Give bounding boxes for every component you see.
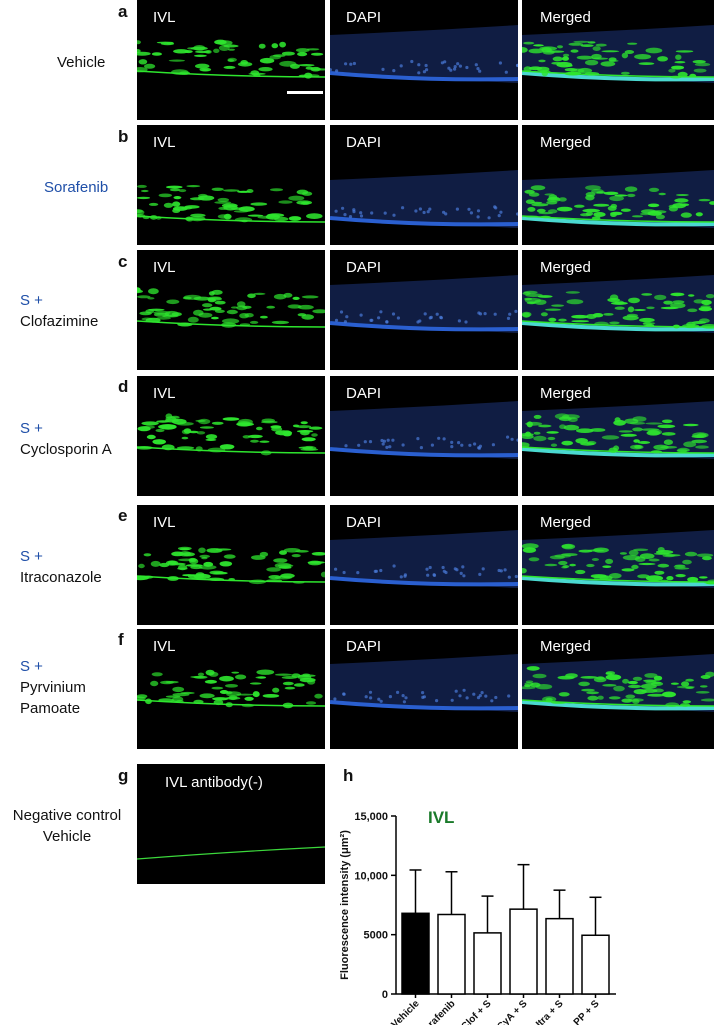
row-label-vehicle-text: Vehicle xyxy=(57,54,106,71)
row-label-sorafenib: Sorafenib xyxy=(44,177,108,198)
scale-bar xyxy=(287,91,323,94)
panel-letter-h: h xyxy=(343,766,354,785)
row-label-s-plus: S + xyxy=(20,658,43,675)
y-tick-label: 10,000 xyxy=(354,870,388,882)
tile-label-ivl: IVL xyxy=(153,385,176,402)
chart-inset-title: IVL xyxy=(428,808,454,827)
panel-letter-e: e xyxy=(118,506,128,525)
tile-label-dapi: DAPI xyxy=(346,134,382,151)
bar-3 xyxy=(509,908,538,995)
micrograph-d-merged: Merged xyxy=(522,376,714,496)
negative-control-membrane xyxy=(137,846,325,860)
bar-1 xyxy=(437,913,466,995)
row-label-s-plus: S + xyxy=(20,548,43,565)
micrograph-d-ivl: IVL xyxy=(137,376,325,496)
tile-label-merged: Merged xyxy=(540,385,591,402)
row-label-drug: Clofazimine xyxy=(20,313,99,330)
micrograph-f-merged: Merged xyxy=(522,629,714,749)
row-label-sorafenib-text: Sorafenib xyxy=(44,179,109,196)
tile-label-merged: Merged xyxy=(540,514,591,531)
row-label-drug: Cyclosporin A xyxy=(20,441,112,458)
tile-label-merged: Merged xyxy=(540,9,591,26)
bar-0 xyxy=(401,912,430,995)
tile-label-merged: Merged xyxy=(540,134,591,151)
micrograph-f-dapi: DAPI xyxy=(330,629,518,749)
tile-label-ivl: IVL xyxy=(153,514,176,531)
x-tick-label: Sorafenib xyxy=(417,998,457,1025)
x-tick-label: Itra + S xyxy=(534,998,566,1025)
tile-label-ivl: IVL xyxy=(153,134,176,151)
tile-label-ivl: IVL xyxy=(153,259,176,276)
row-label-drug: Pyrvinium xyxy=(20,679,86,696)
micrograph-c-merged: Merged xyxy=(522,250,714,370)
y-axis-label: Fluorescence intensity (μm²) xyxy=(339,830,351,980)
tile-label-merged: Merged xyxy=(540,638,591,655)
tile-label-dapi: DAPI xyxy=(346,259,382,276)
bar-4 xyxy=(545,917,574,995)
panel-letter-a: a xyxy=(118,2,128,21)
micrograph-a-merged: Merged xyxy=(522,0,714,120)
row-label-vehicle: Vehicle xyxy=(57,52,105,73)
micrograph-e-merged: Merged xyxy=(522,505,714,625)
negative-control-line2: Vehicle xyxy=(42,828,92,845)
y-tick-label: 0 xyxy=(382,989,388,1001)
micrograph-b-ivl: IVL xyxy=(137,125,325,245)
row-label-s-plus: S + xyxy=(20,292,43,309)
panel-letter-f: f xyxy=(118,630,124,649)
micrograph-a-ivl: IVL xyxy=(137,0,325,120)
micrograph-e-ivl: IVL xyxy=(137,505,325,625)
x-tick-label: CyA + S xyxy=(495,998,530,1025)
tile-label-ivl: IVL xyxy=(153,638,176,655)
tile-label-dapi: DAPI xyxy=(346,9,382,26)
micrograph-a-dapi: DAPI xyxy=(330,0,518,120)
row-label-drug-line3: Pamoate xyxy=(20,700,81,717)
y-tick-label: 5000 xyxy=(364,930,388,942)
row-label-s-plus: S + xyxy=(20,420,43,437)
tile-label-merged: Merged xyxy=(540,259,591,276)
micrograph-c-ivl: IVL xyxy=(137,250,325,370)
negative-control-line1: Negative control xyxy=(12,807,122,824)
row-label-drug: Itraconazole xyxy=(20,569,102,586)
x-tick-label: Clof + S xyxy=(459,998,494,1025)
row-label-itraconazole: S + Itraconazole xyxy=(20,546,102,588)
tile-label-dapi: DAPI xyxy=(346,514,382,531)
bar-2 xyxy=(473,932,502,995)
micrograph-b-merged: Merged xyxy=(522,125,714,245)
x-tick-label: PP + S xyxy=(572,998,602,1025)
micrograph-f-ivl: IVL xyxy=(137,629,325,749)
x-tick-label: Vehicle xyxy=(389,998,421,1025)
micrograph-e-dapi: DAPI xyxy=(330,505,518,625)
panel-letter-b: b xyxy=(118,127,129,146)
tile-label-ivl: IVL xyxy=(153,9,176,26)
micrograph-b-dapi: DAPI xyxy=(330,125,518,245)
negative-control-label: Negative control Vehicle xyxy=(0,805,134,847)
panel-letter-d: d xyxy=(118,377,129,396)
tile-label-dapi: DAPI xyxy=(346,385,382,402)
micrograph-d-dapi: DAPI xyxy=(330,376,518,496)
panel-letter-g: g xyxy=(118,766,129,785)
tile-label-dapi: DAPI xyxy=(346,638,382,655)
row-label-cyclosporin: S + Cyclosporin A xyxy=(20,418,112,460)
row-label-clofazimine: S + Clofazimine xyxy=(20,290,98,332)
negative-tile-label: IVL antibody(-) xyxy=(165,774,263,791)
panel-letter-c: c xyxy=(118,252,128,271)
micrograph-c-dapi: DAPI xyxy=(330,250,518,370)
negative-control-image: IVL antibody(-) xyxy=(137,764,325,884)
row-label-pyrvinium: S + Pyrvinium Pamoate xyxy=(20,656,86,719)
bar-5 xyxy=(581,934,610,995)
y-tick-label: 15,000 xyxy=(354,811,388,823)
